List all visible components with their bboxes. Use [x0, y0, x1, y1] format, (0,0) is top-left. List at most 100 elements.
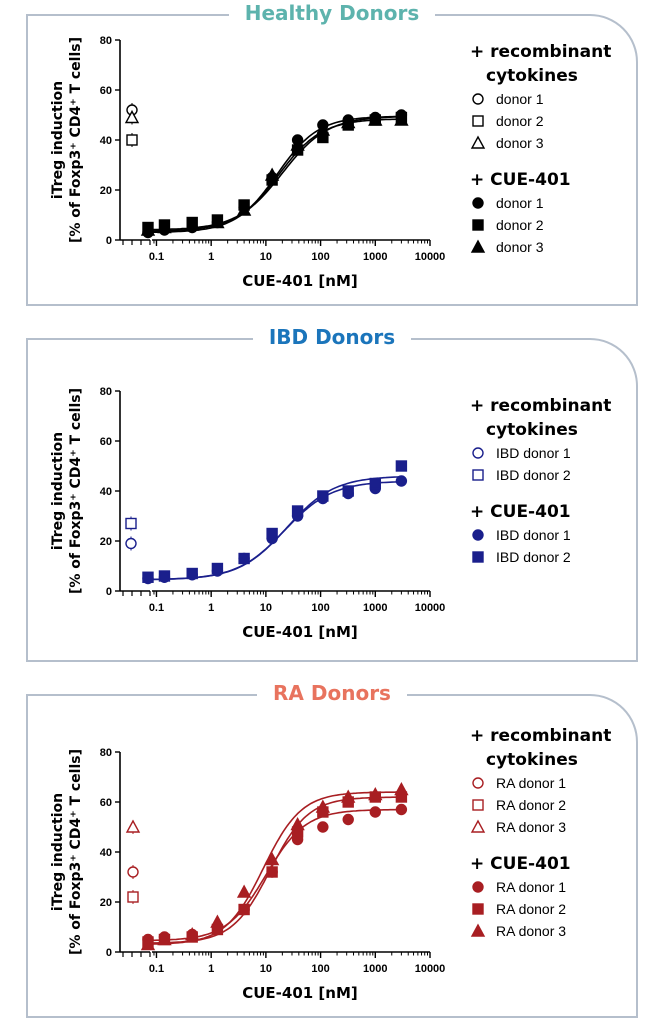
- legend-item: donor 3: [470, 132, 611, 154]
- legend-item: RA donor 2: [470, 898, 611, 920]
- data-point: [264, 167, 280, 181]
- legend-label: donor 3: [496, 239, 544, 255]
- legend-healthy-donors: + recombinant cytokines donor 1 donor 2 dono…: [470, 40, 611, 258]
- legend-marker: [472, 777, 484, 789]
- legend-label: IBD donor 1: [496, 527, 571, 543]
- legend-marker: [470, 923, 486, 937]
- legend-marker: [470, 819, 486, 833]
- square-marker-icon: [472, 551, 484, 563]
- circle-marker-icon: [472, 881, 484, 893]
- data-point: [395, 460, 408, 472]
- legend-item: IBD donor 2: [470, 546, 611, 568]
- data-point: [142, 571, 154, 583]
- y-tick-label: 20: [100, 536, 112, 548]
- data-point: [315, 122, 331, 136]
- control-point: [125, 537, 137, 550]
- data-point: [238, 903, 250, 916]
- data-point: [290, 137, 305, 151]
- legend-heading: cytokines: [486, 420, 578, 440]
- legend-marker: [472, 469, 484, 481]
- legend-heading: + recombinant: [470, 396, 612, 416]
- control-point: [125, 517, 137, 530]
- y-tick-label: 20: [100, 185, 112, 197]
- data-point: [185, 927, 200, 941]
- control-point: [127, 866, 139, 878]
- legend-marker: [472, 115, 484, 127]
- y-axis-label: iTreg induction: [50, 432, 66, 550]
- legend-item: RA donor 1: [470, 876, 611, 898]
- y-tick-label: 40: [100, 847, 112, 859]
- legend-label: RA donor 3: [496, 923, 567, 939]
- y-tick-label: 60: [100, 797, 112, 809]
- x-tick-label: 10: [260, 602, 272, 614]
- x-tick-label: 0.1: [149, 602, 164, 614]
- data-point: [185, 217, 200, 231]
- legend-marker: [472, 799, 484, 811]
- legend-item: donor 3: [470, 236, 611, 258]
- legend-heading: + recombinant: [470, 726, 612, 746]
- legend-ibd-donors: + recombinant cytokines IBD donor 1 IBD don…: [470, 394, 611, 568]
- data-point: [238, 552, 250, 565]
- y-tick-label: 60: [100, 85, 112, 97]
- y-tick-label: 80: [100, 35, 112, 47]
- x-axis-label: CUE-401 [nM]: [242, 272, 358, 290]
- data-point: [368, 112, 383, 126]
- x-tick-label: 100: [311, 602, 329, 614]
- circle-marker-icon: [472, 777, 484, 789]
- legend-label: IBD donor 1: [496, 445, 571, 461]
- circle-marker-icon: [472, 529, 484, 541]
- data-point: [140, 937, 156, 951]
- legend-marker: [472, 93, 484, 105]
- y-tick-label: 80: [100, 747, 112, 759]
- square-marker-icon: [472, 115, 484, 127]
- legend-heading: + recombinant: [470, 42, 612, 62]
- panel-title-text: IBD Donors: [252, 325, 412, 349]
- x-tick-label: 1000: [363, 602, 387, 614]
- square-marker-icon: [472, 799, 484, 811]
- legend-ra-donors: + recombinant cytokines RA donor 1 RA donor…: [470, 724, 611, 942]
- legend-item: RA donor 3: [470, 816, 611, 838]
- data-point: [266, 866, 278, 878]
- y-tick-label: 40: [100, 486, 112, 498]
- legend-marker: [472, 551, 484, 563]
- legend-label: RA donor 2: [496, 901, 567, 917]
- legend-item: RA donor 3: [470, 920, 611, 942]
- data-point: [210, 215, 225, 229]
- circle-marker-icon: [472, 447, 484, 459]
- data-point: [395, 803, 408, 816]
- data-point: [341, 115, 356, 129]
- legend-marker: [472, 447, 484, 459]
- data-point: [157, 932, 172, 946]
- y-tick-label: 40: [100, 135, 112, 147]
- x-axis-label: CUE-401 [nM]: [242, 984, 358, 1002]
- y-axis-label: iTreg induction: [50, 81, 66, 199]
- x-tick-label: 1: [208, 251, 214, 263]
- data-point: [395, 475, 408, 487]
- x-tick-label: 100: [311, 963, 329, 975]
- control-point: [125, 819, 141, 833]
- panel-title-text: Healthy Donors: [228, 1, 436, 25]
- data-point: [236, 884, 252, 898]
- legend-heading: + CUE-401: [470, 170, 571, 190]
- data-point: [394, 112, 409, 126]
- data-point: [290, 817, 305, 831]
- legend-spacer: [470, 838, 611, 852]
- panel-healthy-donors: Healthy Donors: [26, 1, 638, 306]
- panel-title: IBD Donors: [28, 325, 636, 349]
- legend-heading: + CUE-401: [470, 854, 571, 874]
- legend-item: IBD donor 2: [470, 464, 611, 486]
- legend-label: donor 1: [496, 91, 544, 107]
- legend-item: RA donor 2: [470, 794, 611, 816]
- legend-label: donor 2: [496, 217, 544, 233]
- y-axis-label: [% of Foxp3⁺ CD4⁺ T cells]: [68, 388, 84, 594]
- data-point: [158, 570, 171, 582]
- control-point: [127, 891, 139, 903]
- x-tick-label: 0.1: [149, 251, 164, 263]
- triangle-marker-icon: [470, 239, 486, 253]
- y-tick-label: 0: [106, 947, 112, 959]
- legend-heading: cytokines: [486, 66, 578, 86]
- legend-item: donor 1: [470, 88, 611, 110]
